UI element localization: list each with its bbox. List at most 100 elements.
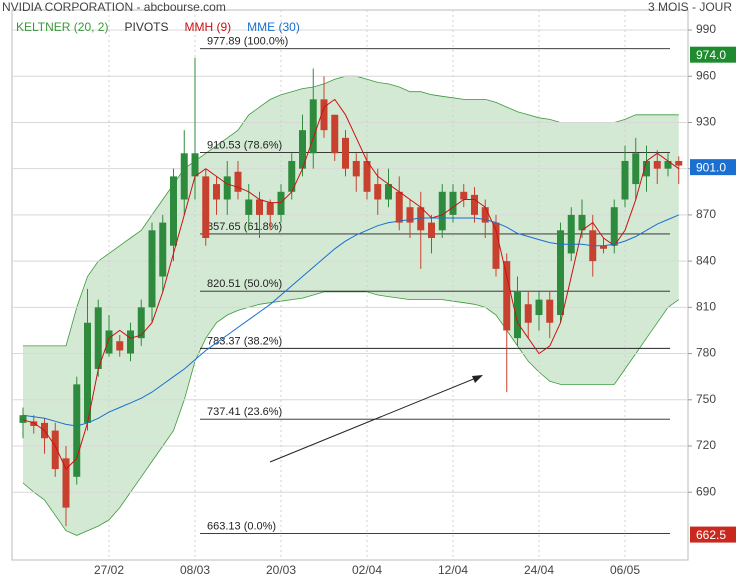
candle-body — [632, 153, 640, 185]
candle-body — [503, 261, 511, 331]
candle-body — [288, 160, 296, 192]
candle-body — [406, 207, 414, 223]
price-marker — [690, 46, 736, 63]
candle-body — [449, 191, 457, 215]
candle-body — [170, 176, 177, 246]
y-tick-label: 780 — [696, 346, 716, 360]
candle-body — [127, 330, 134, 354]
candle-body — [675, 160, 683, 166]
pivot-label: 820.51 (50.0%) — [207, 278, 282, 290]
candle-body — [363, 160, 371, 192]
legend-entry: MMH (9) — [185, 20, 232, 34]
candle-body — [460, 191, 468, 200]
legend-entry: MME (30) — [247, 20, 300, 34]
candle-body — [557, 230, 564, 316]
candle-body — [256, 199, 263, 215]
x-tick-label: 06/05 — [610, 563, 640, 577]
pivot-label: 663.13 (0.0%) — [207, 521, 276, 533]
x-tick-label: 24/04 — [524, 563, 554, 577]
pivot-label: 737.41 (23.6%) — [207, 406, 282, 418]
candle-body — [492, 222, 500, 269]
y-tick-label: 840 — [696, 253, 716, 267]
pivot-label: 783.37 (38.2%) — [207, 335, 282, 347]
annotation-arrow — [269, 375, 483, 463]
x-tick-label: 02/04 — [352, 563, 382, 577]
y-tick-label: 750 — [696, 392, 716, 406]
price-marker-label: 974.0 — [696, 48, 726, 62]
candle-body — [342, 137, 349, 169]
candle-body — [514, 291, 521, 339]
plot-frame — [11, 9, 689, 561]
y-tick-label: 690 — [696, 484, 716, 498]
y-tick-label: 990 — [696, 22, 716, 36]
candle-body — [546, 299, 554, 323]
candle-body — [202, 176, 210, 239]
candle-body — [30, 421, 38, 426]
candle-body — [84, 322, 91, 423]
candle-body — [94, 307, 102, 369]
keltner-lower — [22, 291, 680, 536]
candle-body — [223, 176, 231, 200]
candle-body — [567, 214, 575, 254]
candle-body — [610, 207, 618, 246]
candle-body — [51, 430, 59, 470]
candle-body — [352, 160, 360, 177]
candle-body — [331, 114, 339, 154]
chart-title: NVIDIA CORPORATION - abcbourse.com — [2, 0, 226, 14]
y-tick-label: 870 — [696, 207, 716, 221]
price-marker-label: 662.5 — [696, 528, 726, 542]
legend-entry: KELTNER (20, 2) — [16, 20, 108, 34]
pivot-label: 910.53 (78.6%) — [207, 139, 282, 151]
candle-body — [277, 191, 285, 215]
chart-subtitle: 3 MOIS - JOUR — [648, 0, 732, 14]
legend-entry: PIVOTS — [124, 20, 168, 34]
price-marker — [690, 526, 736, 543]
y-tick-label: 720 — [696, 438, 716, 452]
candle-body — [116, 341, 124, 351]
y-tick-label: 930 — [696, 115, 716, 129]
candle-body — [73, 384, 81, 477]
candle-body — [191, 153, 199, 177]
price-marker — [690, 159, 736, 176]
candle-body — [395, 191, 403, 223]
candle-body — [621, 160, 629, 200]
x-tick-label: 20/03 — [266, 563, 296, 577]
candle-body — [428, 222, 435, 239]
moving-average — [22, 98, 680, 470]
candle-body — [471, 194, 478, 215]
candle-body — [374, 184, 382, 200]
candle-body — [320, 99, 328, 131]
candle-body — [643, 160, 650, 177]
candle-body — [309, 99, 317, 154]
y-tick-label: 810 — [696, 300, 716, 314]
candle-body — [664, 160, 672, 169]
candle-body — [234, 171, 242, 192]
price-marker-label: 901.0 — [696, 160, 726, 174]
candle-body — [180, 153, 188, 200]
y-tick-label: 960 — [696, 68, 716, 82]
candle-body — [524, 304, 532, 323]
candle-body — [19, 415, 27, 423]
x-tick-label: 08/03 — [180, 563, 210, 577]
candle-body — [600, 245, 607, 249]
candle-body — [62, 458, 70, 508]
candle-body — [105, 330, 113, 354]
candle-body — [159, 222, 167, 277]
candle-body — [137, 307, 145, 339]
pivot-label: 977.89 (100.0%) — [207, 36, 288, 48]
candle-body — [385, 184, 392, 200]
candle-body — [148, 230, 156, 308]
candle-body — [653, 160, 661, 169]
candle-body — [213, 184, 220, 200]
candle-body — [578, 214, 586, 231]
candle-body — [438, 191, 446, 231]
candle-body — [481, 207, 489, 223]
pivot-label: 857.65 (61.8%) — [207, 221, 282, 233]
candle-body — [266, 202, 274, 215]
candle-body — [417, 207, 425, 231]
candle-body — [299, 130, 306, 169]
moving-average — [22, 214, 679, 427]
candle-body — [535, 299, 543, 316]
x-tick-label: 12/04 — [438, 563, 468, 577]
